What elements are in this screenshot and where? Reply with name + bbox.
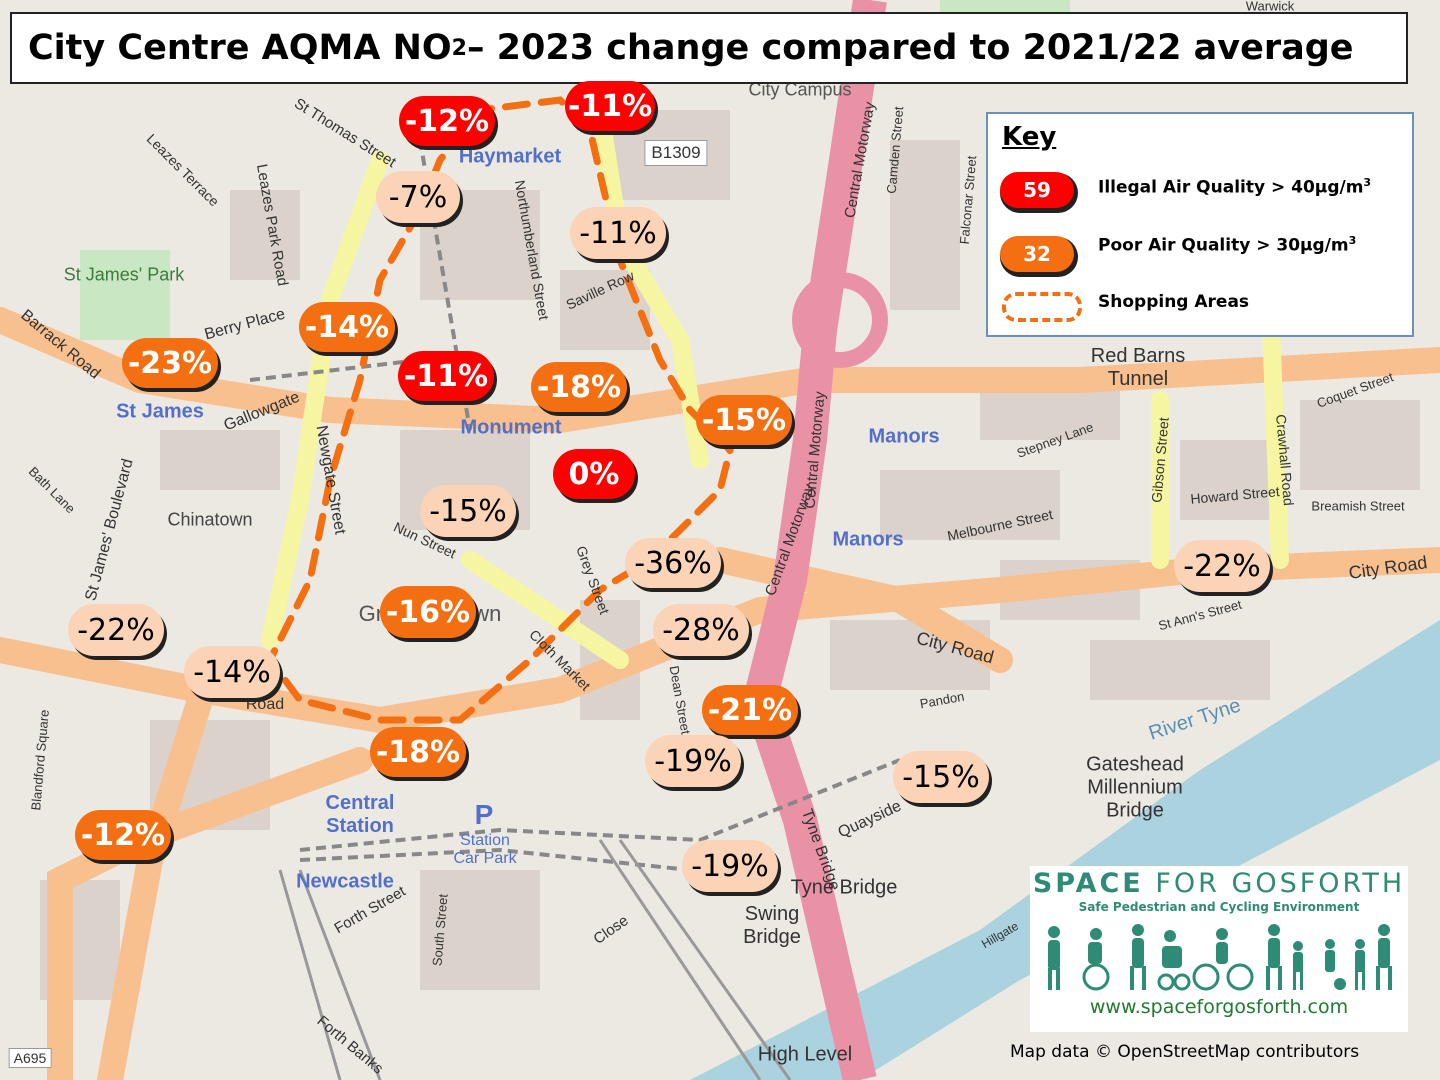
label-tyne-bridge: Tyne Bridge — [790, 876, 898, 899]
reading-blob: -11% — [575, 212, 661, 254]
map-key: Key 59 Illegal Air Quality > 40µg/m3 32 … — [986, 112, 1414, 337]
key-poor-label: Poor Air Quality > 30µg/m3 — [1098, 234, 1357, 256]
title-subscript: 2 — [451, 35, 467, 61]
reading-blob: -16% — [385, 591, 471, 633]
label-newcastle: Newcastle — [296, 870, 394, 893]
reading-blob: -15% — [701, 400, 787, 440]
title-prefix: City Centre AQMA NO — [28, 28, 452, 68]
street-breamish: Breamish Street — [1311, 498, 1405, 514]
label-station-car-park: Station Car Park — [453, 832, 517, 867]
park-area — [80, 250, 170, 340]
map-attribution: Map data © OpenStreetMap contributors — [1010, 1042, 1360, 1062]
brand-tagline: Safe Pedestrian and Cycling Environment — [1078, 900, 1360, 914]
reading-blob: -18% — [536, 367, 622, 407]
street-warwick: Warwick — [1245, 0, 1295, 14]
label-st-james: St James — [116, 400, 204, 423]
label-chinatown: Chinatown — [167, 509, 253, 530]
reading-blob: 0% — [558, 454, 630, 494]
map-title: City Centre AQMA NO 2 – 2023 change compa… — [10, 12, 1408, 84]
people-silhouettes-icon — [1048, 924, 1392, 991]
reading-blob: -23% — [127, 343, 213, 383]
label-manors-1: Manors — [868, 425, 940, 448]
label-monument: Monument — [460, 416, 562, 439]
parking-icon: P — [474, 799, 494, 830]
brand-logo: SPACE FOR GOSFORTH Safe Pedestrian and C… — [1030, 866, 1408, 1032]
key-poor-swatch: 32 — [1000, 236, 1074, 272]
reading-blob: -12% — [80, 815, 166, 855]
reading-blob: -15% — [425, 490, 511, 532]
reading-blob: -14% — [304, 307, 390, 347]
key-heading: Key — [1002, 122, 1057, 152]
label-central-station: Central Station — [325, 792, 395, 837]
key-illegal-label: Illegal Air Quality > 40µg/m3 — [1098, 176, 1372, 198]
label-st-james-park: St James' Park — [63, 264, 185, 285]
reading-blob: -19% — [687, 845, 773, 887]
reading-blob: -15% — [898, 756, 984, 798]
reading-blob: -28% — [658, 609, 744, 651]
label-gateshead-millennium-bridge: Gateshead Millennium Bridge — [1086, 753, 1184, 822]
reading-blob: -22% — [1179, 545, 1265, 587]
key-illegal-swatch: 59 — [1000, 172, 1074, 208]
label-red-barns-tunnel: Red Barns Tunnel — [1090, 345, 1186, 390]
road-ref-b1309: B1309 — [644, 140, 708, 166]
label-high-level: High Level — [757, 1043, 853, 1066]
brand-name: SPACE FOR GOSFORTH — [1032, 868, 1406, 899]
brand-url[interactable]: www.spaceforgosforth.com — [1089, 996, 1349, 1018]
reading-blob: -12% — [404, 101, 490, 141]
reading-blob: -19% — [650, 740, 736, 782]
label-haymarket: Haymarket — [458, 145, 562, 168]
label-swing-bridge: Swing Bridge — [743, 903, 801, 948]
road-ref-a695: A695 — [8, 1048, 52, 1068]
reading-blob: -7% — [381, 176, 455, 218]
reading-blob: -22% — [73, 609, 159, 651]
label-manors-2: Manors — [832, 528, 904, 551]
key-shopping-label: Shopping Areas — [1098, 292, 1250, 312]
key-shopping-swatch — [1002, 292, 1082, 322]
reading-blob: -18% — [375, 732, 461, 772]
title-suffix: – 2023 change compared to 2021/22 averag… — [466, 28, 1354, 68]
reading-blob: -11% — [568, 86, 652, 126]
reading-blob: -21% — [707, 690, 793, 730]
reading-blob: -11% — [403, 356, 489, 396]
street-westmorland-road: Road — [245, 696, 285, 713]
reading-blob: -36% — [630, 543, 716, 583]
reading-blob: -14% — [189, 651, 275, 693]
label-city-campus: City Campus — [748, 79, 852, 100]
